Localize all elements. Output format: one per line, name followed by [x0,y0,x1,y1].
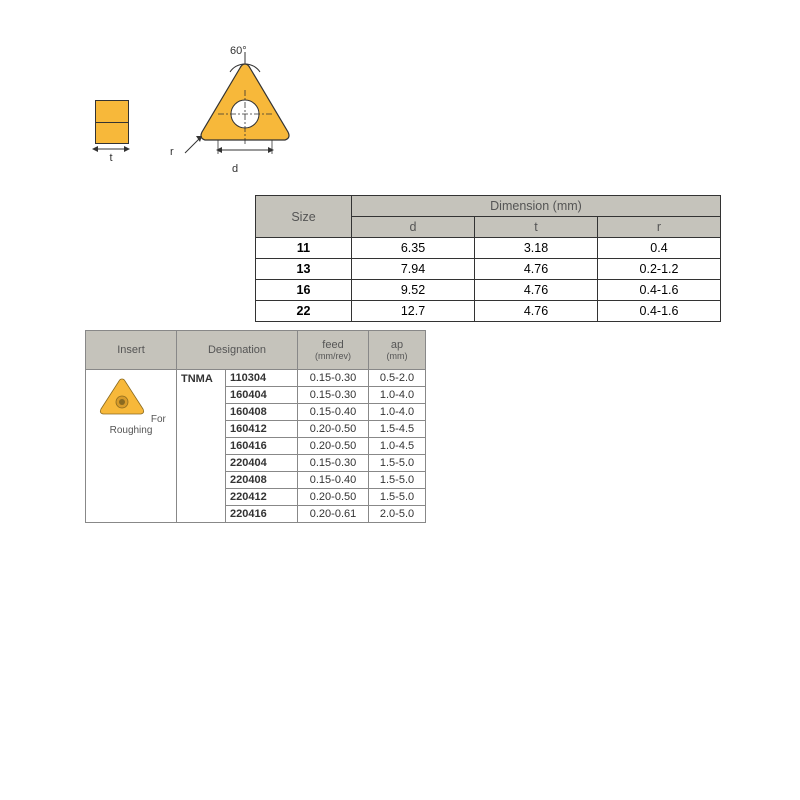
ap-cell: 1.5-5.0 [369,455,426,472]
t-header: t [475,217,598,238]
feed-cell: 0.15-0.40 [298,472,369,489]
cell-t: 3.18 [475,238,598,259]
code-cell: 220408 [226,472,298,489]
insert-header: Insert [86,331,177,370]
ap-cell: 1.0-4.0 [369,387,426,404]
code-cell: 220412 [226,489,298,506]
insert-icon [96,376,148,418]
table-row: 22 12.7 4.76 0.4-1.6 [256,301,721,322]
table-row: For Roughing TNMA 110304 0.15-0.30 0.5-2… [86,370,426,387]
cell-t: 4.76 [475,259,598,280]
spec-table: Insert Designation feed (mm/rev) ap (mm)… [85,330,426,523]
cell-r: 0.2-1.2 [598,259,721,280]
ap-cell: 1.5-5.0 [369,489,426,506]
ap-header: ap (mm) [369,331,426,370]
cell-size: 11 [256,238,352,259]
insert-cell: For Roughing [86,370,177,523]
feed-cell: 0.20-0.50 [298,489,369,506]
feed-cell: 0.15-0.30 [298,387,369,404]
cell-size: 22 [256,301,352,322]
ap-cell: 2.0-5.0 [369,506,426,523]
ap-cell: 1.0-4.0 [369,404,426,421]
size-table: Size Dimension (mm) d t r 11 6.35 3.18 0… [255,195,721,322]
triangle-icon [180,50,310,170]
cell-r: 0.4-1.6 [598,301,721,322]
t-label: t [95,152,127,164]
code-cell: 160416 [226,438,298,455]
cell-r: 0.4 [598,238,721,259]
top-view: 60° r d [180,50,310,170]
r-header: r [598,217,721,238]
cell-r: 0.4-1.6 [598,280,721,301]
cell-t: 4.76 [475,280,598,301]
designation-header: Designation [177,331,298,370]
code-cell: 160412 [226,421,298,438]
cell-d: 7.94 [352,259,475,280]
table-row: 11 6.35 3.18 0.4 [256,238,721,259]
code-cell: 110304 [226,370,298,387]
type-cell: TNMA [177,370,226,523]
cell-size: 16 [256,280,352,301]
code-cell: 220416 [226,506,298,523]
feed-cell: 0.20-0.50 [298,421,369,438]
feed-cell: 0.20-0.50 [298,438,369,455]
side-rect [95,100,129,144]
feed-cell: 0.15-0.30 [298,370,369,387]
feed-cell: 0.20-0.61 [298,506,369,523]
table-row: 16 9.52 4.76 0.4-1.6 [256,280,721,301]
feed-cell: 0.15-0.40 [298,404,369,421]
ap-cell: 1.0-4.5 [369,438,426,455]
feed-cell: 0.15-0.30 [298,455,369,472]
feed-header: feed (mm/rev) [298,331,369,370]
code-cell: 160404 [226,387,298,404]
side-view: t [95,100,129,144]
feed-unit: (mm/rev) [304,351,362,361]
ap-cell: 0.5-2.0 [369,370,426,387]
d-label: d [232,163,238,175]
r-label: r [170,146,174,158]
cell-d: 12.7 [352,301,475,322]
cell-t: 4.76 [475,301,598,322]
code-cell: 220404 [226,455,298,472]
feed-label: feed [322,339,343,351]
ap-cell: 1.5-4.5 [369,421,426,438]
ap-cell: 1.5-5.0 [369,472,426,489]
table-row: 13 7.94 4.76 0.2-1.2 [256,259,721,280]
cell-d: 6.35 [352,238,475,259]
ap-unit: (mm) [375,351,419,361]
angle-label: 60° [230,45,247,57]
cell-d: 9.52 [352,280,475,301]
d-header: d [352,217,475,238]
ap-label: ap [391,339,403,351]
cell-size: 13 [256,259,352,280]
dimension-header: Dimension (mm) [352,196,721,217]
diagram-area: t 60° r d [95,50,345,190]
code-cell: 160408 [226,404,298,421]
size-header: Size [256,196,352,238]
